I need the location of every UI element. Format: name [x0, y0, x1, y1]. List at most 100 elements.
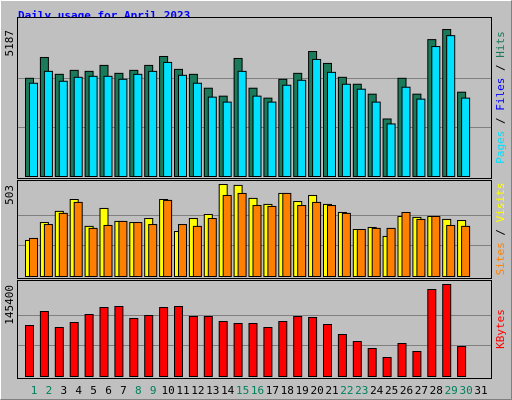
bar [144, 315, 154, 378]
bar [133, 222, 143, 277]
x-tick-label: 17 [266, 384, 279, 397]
x-tick-label: 18 [281, 384, 294, 397]
x-tick-label: 6 [105, 384, 112, 397]
legend-separator: / [494, 58, 507, 78]
bar [29, 82, 38, 177]
bar [297, 205, 307, 277]
bar [178, 74, 187, 177]
bar [461, 225, 471, 277]
legend-entry: KBytes [494, 309, 507, 349]
bar [163, 61, 173, 177]
bar [218, 321, 228, 378]
bar [323, 324, 332, 378]
y-tick-label: 5187 [3, 30, 16, 57]
bar [114, 306, 124, 377]
bar [446, 224, 456, 278]
x-tick-label: 31 [474, 384, 487, 397]
bar [327, 71, 336, 177]
bar [312, 201, 322, 277]
bar [431, 46, 441, 177]
bar [431, 216, 441, 277]
bar [88, 75, 98, 177]
bar [73, 201, 83, 277]
x-tick-label: 1 [31, 384, 38, 397]
x-tick-label: 28 [430, 384, 443, 397]
bar [278, 321, 288, 378]
legend: Sites / Visits [494, 183, 507, 276]
bar [312, 58, 322, 177]
bar [69, 322, 79, 378]
bar [267, 205, 277, 277]
legend-entry: Pages [494, 131, 507, 164]
bar [252, 205, 262, 277]
bar [416, 98, 426, 177]
x-tick-label: 30 [459, 384, 472, 397]
x-tick-label: 21 [325, 384, 338, 397]
x-tick-label: 8 [135, 384, 142, 397]
bar [58, 80, 68, 177]
bar [297, 79, 307, 177]
legend: KBytes [494, 309, 507, 349]
bar [237, 192, 247, 277]
bar [237, 70, 247, 177]
bar [267, 101, 277, 177]
bar [73, 76, 83, 177]
bar [148, 224, 158, 277]
bar [386, 227, 396, 277]
x-tick-label: 4 [75, 384, 82, 397]
bar [207, 96, 217, 177]
bar [327, 205, 336, 277]
bar [192, 82, 202, 177]
legend-entry: Files [494, 78, 507, 111]
bar [416, 218, 426, 277]
x-tick-label: 7 [120, 384, 127, 397]
bar [118, 220, 128, 277]
bar [282, 84, 292, 177]
y-tick-label: 145400 [3, 285, 16, 325]
bar [461, 97, 471, 177]
bar [446, 35, 456, 178]
bar [386, 123, 396, 178]
bar [352, 341, 362, 378]
bar [43, 224, 53, 277]
x-tick-label: 20 [310, 384, 323, 397]
bar [371, 227, 381, 277]
x-tick-label: 16 [251, 384, 264, 397]
bar [337, 334, 347, 378]
x-tick-label: 29 [445, 384, 458, 397]
legend: Pages / Files / Hits [494, 31, 507, 164]
legend-separator: / [494, 222, 507, 242]
bar [133, 73, 143, 177]
bar [54, 327, 64, 378]
legend-entry: Sites [494, 242, 507, 275]
legend-entry: Visits [494, 183, 507, 223]
bar [29, 237, 38, 278]
x-tick-label: 14 [221, 384, 235, 397]
bar [412, 351, 422, 377]
bar [282, 192, 292, 277]
bar [39, 311, 49, 377]
bar [401, 86, 411, 177]
bar [401, 211, 411, 278]
bar [192, 225, 202, 277]
bar [103, 75, 113, 177]
bar [174, 306, 183, 377]
bar [163, 199, 173, 277]
bar [129, 318, 139, 378]
bar [356, 228, 366, 277]
x-tick-label: 9 [150, 384, 157, 397]
bar [203, 316, 213, 378]
bar [371, 101, 381, 177]
bar [222, 101, 232, 177]
bar [367, 348, 377, 377]
bar [457, 346, 467, 377]
bar [99, 307, 109, 377]
bar [178, 224, 187, 277]
legend-separator: / [494, 111, 507, 131]
x-tick-label: 2 [46, 384, 53, 397]
bar [356, 88, 366, 177]
x-tick-label: 3 [60, 384, 67, 397]
x-tick-label: 22 [340, 384, 353, 397]
bar [397, 343, 407, 377]
